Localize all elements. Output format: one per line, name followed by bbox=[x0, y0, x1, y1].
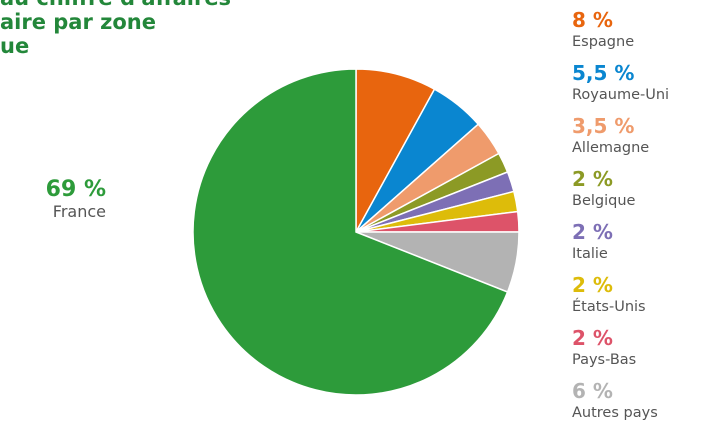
legend-percentage: 2 % bbox=[572, 273, 613, 297]
france-percentage: 69 % bbox=[45, 177, 106, 202]
legend-item: 2 % Pays-Bas bbox=[572, 327, 709, 380]
chart-title: au chiffre d'affaires aire par zone ue bbox=[0, 0, 231, 58]
pie-slice-france bbox=[192, 68, 509, 396]
legend-label: Italie bbox=[572, 246, 608, 262]
legend-label: Espagne bbox=[572, 34, 635, 50]
legend-label: Autres pays bbox=[572, 405, 658, 421]
france-callout: 69 % France bbox=[10, 178, 106, 222]
legend-item: 2 % États-Unis bbox=[572, 274, 709, 327]
legend-item: 2 % Italie bbox=[572, 221, 709, 274]
legend-percentage: 3,5 % bbox=[572, 114, 635, 138]
legend-label: Belgique bbox=[572, 193, 636, 209]
legend-item: 3,5 % Allemagne bbox=[572, 115, 709, 168]
legend-item: 8 % Espagne bbox=[572, 9, 709, 62]
legend-percentage: 6 % bbox=[572, 379, 613, 403]
legend-percentage: 8 % bbox=[572, 8, 613, 32]
france-label: France bbox=[52, 202, 106, 221]
legend-percentage: 2 % bbox=[572, 326, 613, 350]
legend-label: Pays-Bas bbox=[572, 352, 637, 368]
legend-item: 2 % Belgique bbox=[572, 168, 709, 221]
legend-label: Royaume-Uni bbox=[572, 87, 670, 103]
legend-item: 5,5 % Royaume-Uni bbox=[572, 62, 709, 115]
legend: 8 % Espagne 5,5 % Royaume-Uni 3,5 % Allemagne… bbox=[572, 9, 709, 433]
legend-percentage: 5,5 % bbox=[572, 61, 635, 85]
legend-percentage: 2 % bbox=[572, 167, 613, 191]
legend-item: 6 % Autres pays bbox=[572, 380, 709, 433]
legend-label: Allemagne bbox=[572, 140, 650, 156]
legend-label: États-Unis bbox=[572, 299, 646, 315]
legend-percentage: 2 % bbox=[572, 220, 613, 244]
